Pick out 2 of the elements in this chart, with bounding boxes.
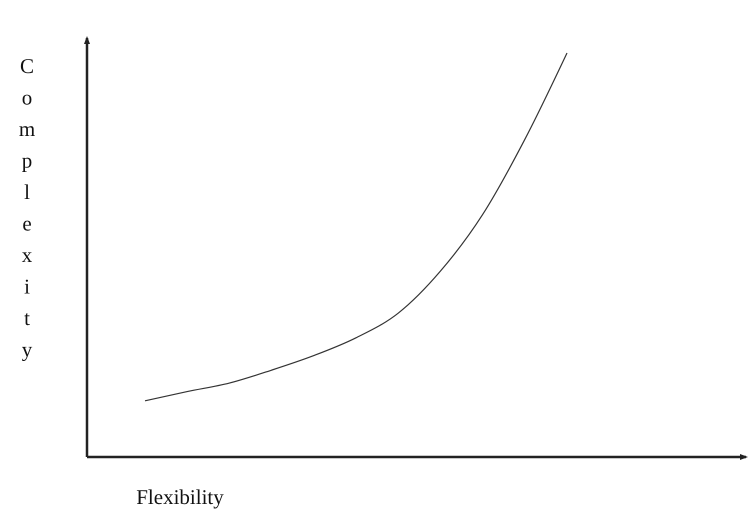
text: Complexity [18, 54, 36, 362]
x-axis-title: Flexibility [136, 485, 224, 509]
